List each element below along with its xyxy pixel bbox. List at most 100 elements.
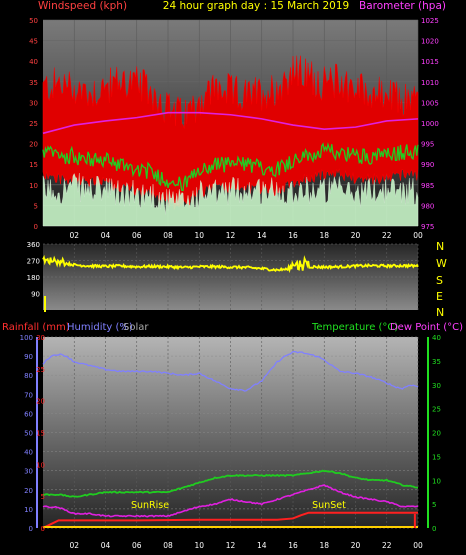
- compass-label: E: [436, 290, 443, 303]
- compass-label: N: [436, 306, 444, 319]
- hour-tick-label: 22: [382, 541, 392, 550]
- hour-tick-label: 16: [288, 541, 298, 550]
- hour-tick-label: 08: [163, 541, 173, 550]
- temperature-tick-label: 5: [432, 501, 436, 509]
- hour-tick-label: 14: [257, 541, 267, 550]
- temperature-line: [42, 469, 419, 498]
- windspeed-tick-label: 0: [34, 223, 38, 231]
- hour-tick-label: 12: [226, 541, 236, 550]
- rainfall-tick-label: 30: [36, 334, 45, 342]
- humidity-axis-title: Humidity (%): [67, 322, 133, 333]
- windspeed-tick-label: 35: [29, 79, 38, 87]
- windspeed-tick-label: 50: [29, 17, 38, 25]
- humidity-tick-label: 40: [24, 449, 33, 457]
- hour-tick-label: 12: [226, 231, 236, 240]
- rainfall-axis-title: Rainfall (mm): [2, 322, 70, 333]
- rainfall-tick-label: 20: [36, 398, 45, 406]
- temperature-tick-label: 35: [432, 358, 441, 366]
- humidity-tick-label: 60: [24, 410, 33, 418]
- temperature-tick-label: 10: [432, 477, 441, 485]
- hour-tick-label: 14: [257, 231, 267, 240]
- barometer-tick-label: 1025: [421, 17, 439, 25]
- hour-tick-label: 06: [132, 541, 142, 550]
- wind-direction-line: [42, 254, 419, 274]
- sunset-label: SunSet: [312, 500, 346, 511]
- hour-tick-label: 10: [194, 231, 204, 240]
- temperature-tick-label: 0: [432, 525, 436, 533]
- barometer-axis-title: Barometer (hpa): [359, 0, 446, 12]
- hour-tick-label: 08: [163, 231, 173, 240]
- barometer-tick-label: 1020: [421, 38, 439, 46]
- compass-label: S: [436, 274, 443, 287]
- windspeed-tick-label: 25: [29, 120, 38, 128]
- rainfall-tick-label: 25: [36, 366, 45, 374]
- humidity-tick-label: 70: [24, 391, 33, 399]
- hour-tick-label: 04: [101, 541, 111, 550]
- humidity-tick-label: 50: [24, 430, 33, 438]
- temperature-tick-label: 25: [432, 406, 441, 414]
- hour-tick-label: 00: [413, 541, 423, 550]
- windspeed-tick-label: 40: [29, 58, 38, 66]
- direction-tick-label: 90: [31, 291, 40, 299]
- hour-tick-label: 20: [351, 231, 361, 240]
- hour-tick-label: 18: [319, 541, 329, 550]
- windspeed-tick-label: 30: [29, 99, 38, 107]
- compass-labels: N W S E N: [436, 240, 447, 319]
- rainfall-tick-label: 0: [41, 525, 45, 533]
- humidity-tick-label: 80: [24, 372, 33, 380]
- barometer-line: [42, 111, 419, 135]
- direction-tick-label: 270: [27, 258, 40, 266]
- direction-tick-label: 360: [27, 241, 40, 249]
- temperature-tick-label: 40: [432, 334, 441, 342]
- barometer-tick-label: 995: [421, 141, 434, 149]
- temperature-tick-label: 15: [432, 453, 441, 461]
- windspeed-tick-label: 15: [29, 161, 38, 169]
- rainfall-line: [42, 511, 418, 529]
- barometer-tick-label: 975: [421, 223, 434, 231]
- rainfall-tick-label: 10: [36, 461, 45, 469]
- compass-label: N: [436, 240, 444, 253]
- temperature-tick-label: 20: [432, 430, 441, 438]
- hour-tick-label: 04: [101, 231, 111, 240]
- dewpoint-line: [42, 484, 419, 518]
- humidity-tick-label: 20: [24, 487, 33, 495]
- compass-label: W: [436, 257, 447, 270]
- hour-tick-label: 02: [69, 541, 79, 550]
- windspeed-tick-label: 20: [29, 141, 38, 149]
- axis-labels: 0510152025303540455097598098599099510001…: [20, 17, 441, 550]
- hour-tick-label: 02: [69, 231, 79, 240]
- plot-series: [42, 55, 419, 529]
- humidity-line: [42, 350, 419, 392]
- chart-title: 24 hour graph day : 15 March 2019: [163, 0, 349, 12]
- humidity-tick-label: 100: [20, 334, 33, 342]
- hour-tick-label: 10: [194, 541, 204, 550]
- humidity-tick-label: 30: [24, 468, 33, 476]
- hour-tick-label: 18: [319, 231, 329, 240]
- light-wind-area: [42, 172, 419, 227]
- windspeed-tick-label: 10: [29, 182, 38, 190]
- rainfall-tick-label: 15: [36, 430, 45, 438]
- barometer-tick-label: 985: [421, 182, 434, 190]
- solar-axis-title: Solar: [123, 322, 149, 333]
- humidity-tick-label: 0: [29, 525, 33, 533]
- hour-tick-label: 16: [288, 231, 298, 240]
- barometer-tick-label: 1000: [421, 120, 439, 128]
- barometer-tick-label: 980: [421, 202, 434, 210]
- windspeed-tick-label: 45: [29, 38, 38, 46]
- hour-tick-label: 06: [132, 231, 142, 240]
- windspeed-axis-title: Windspeed (kph): [38, 0, 127, 12]
- barometer-tick-label: 1005: [421, 99, 439, 107]
- dewpoint-axis-title: Dew Point (°C): [390, 322, 463, 333]
- hour-tick-label: 20: [351, 541, 361, 550]
- sunrise-label: SunRise: [131, 500, 169, 511]
- rainfall-tick-label: 5: [41, 493, 45, 501]
- average-wind-line: [42, 142, 419, 192]
- windspeed-tick-label: 5: [34, 202, 38, 210]
- temperature-tick-label: 30: [432, 382, 441, 390]
- humidity-tick-label: 90: [24, 353, 33, 361]
- direction-tick-label: 180: [27, 274, 40, 282]
- hour-tick-label: 22: [382, 231, 392, 240]
- barometer-tick-label: 1015: [421, 58, 439, 66]
- temperature-axis-title: Temperature (°C): [311, 322, 398, 333]
